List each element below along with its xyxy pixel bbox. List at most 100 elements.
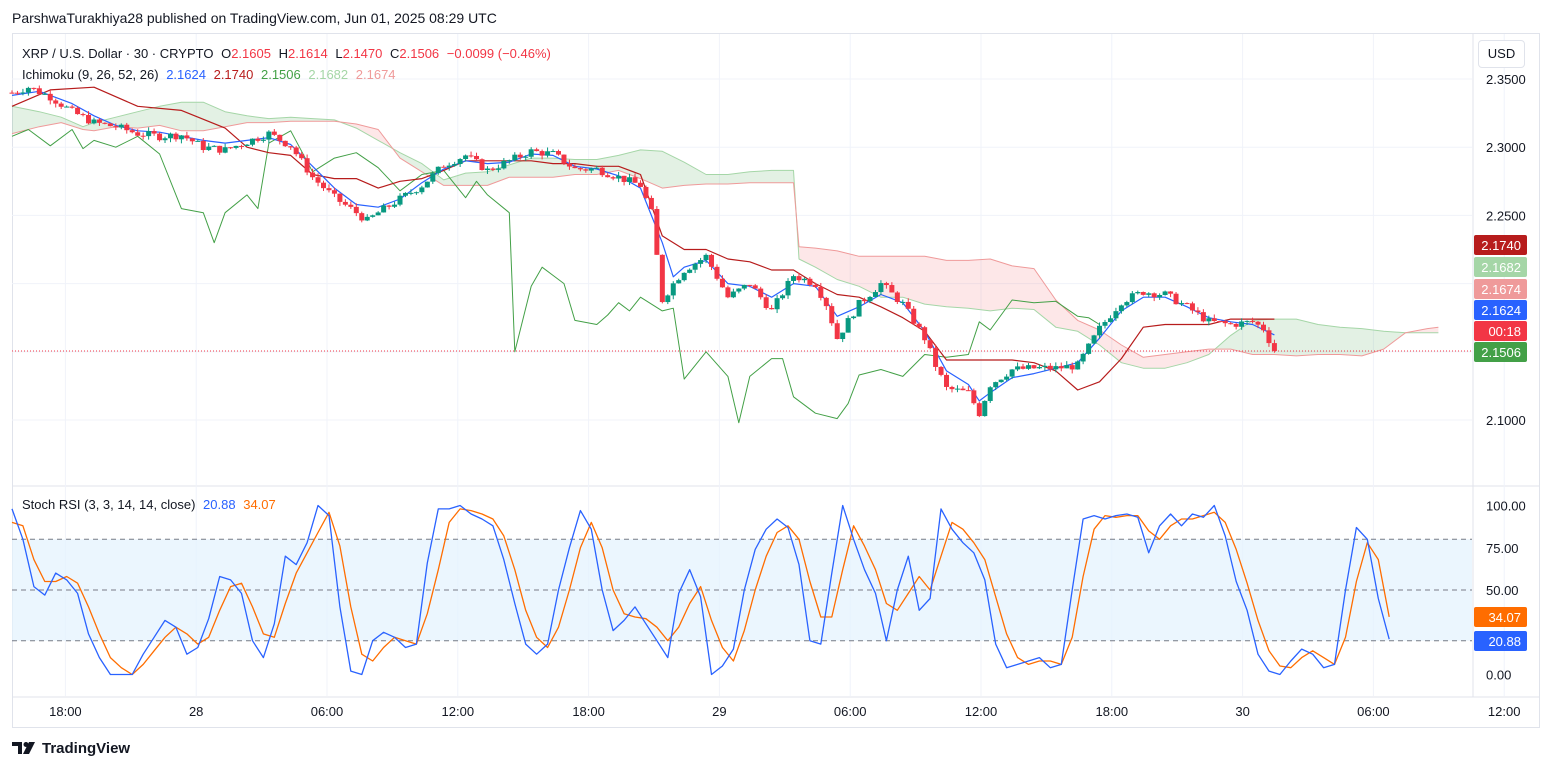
tradingview-brand[interactable]: TradingView [12,740,130,757]
candle-down [632,177,638,183]
ichimoku-conversion-value: 2.1624 [166,67,206,82]
price-axis-label-text: 00:18 [1488,324,1521,339]
price-axis-label: 2.1682 [1474,257,1527,277]
candle-down [922,327,928,341]
candle-up [1107,318,1113,323]
candle-up [501,160,507,169]
brand-name: TradingView [42,740,131,757]
candle-up [512,154,518,161]
time-tick-label: 06:00 [834,704,867,719]
candle-down [960,388,966,391]
candle-down [807,278,813,285]
low-value: 2.1470 [342,46,383,61]
candle-down [621,175,627,182]
candle-down [1173,293,1179,305]
candle-up [550,151,556,153]
time-tick-label: 06:00 [311,704,344,719]
time-tick-label: 12:00 [1488,704,1521,719]
candle-down [1260,324,1266,331]
candle-down [1168,291,1174,294]
candle-down [610,177,616,179]
candle-up [1015,366,1021,370]
candle-down [140,135,146,137]
candle-down [747,284,753,286]
stoch-rsi-label[interactable]: Stoch RSI (3, 3, 14, 14, close) [22,497,196,512]
candle-down [894,292,900,302]
candle-up [528,149,534,157]
candle-up [1146,293,1152,295]
stoch-rsi-legend: Stoch RSI (3, 3, 14, 14, close) 20.88 34… [22,497,280,512]
candle-down [304,158,310,173]
candle-down [1069,365,1075,370]
candle-down [479,159,485,171]
candle-down [752,285,758,289]
candle-down [47,93,53,101]
candle-up [867,296,873,302]
candle-down [151,131,157,134]
candle-up [692,263,698,270]
candle-up [430,173,436,182]
time-tick-label: 12:00 [965,704,998,719]
candle-up [594,167,600,169]
ichimoku-span-a-value: 2.1682 [308,67,349,82]
stoch-tick-label: 100.00 [1486,499,1526,514]
candle-up [484,168,490,171]
price-axis-label: 00:18 [1474,321,1527,341]
candle-up [42,93,48,95]
candle-down [911,308,917,324]
candle-up [1025,365,1031,369]
price-axis-label-text: 2.1624 [1481,303,1521,318]
candle-down [96,119,102,123]
candle-up [790,276,796,281]
candle-down [823,297,829,307]
candle-up [452,164,458,166]
open-label: O [221,46,232,61]
price-axis-label: 2.1506 [1474,342,1527,362]
candle-up [91,119,97,124]
candle-down [1031,365,1037,369]
candle-up [1239,321,1245,327]
candle-down [583,169,589,171]
stoch-tick-label: 0.00 [1486,668,1511,683]
candle-down [1222,321,1228,324]
candle-down [1020,366,1026,369]
candle-down [200,140,206,151]
candle-down [933,348,939,367]
price-axis-label-bg [1474,235,1527,255]
currency-button[interactable]: USD [1478,40,1525,68]
candle-up [408,192,414,194]
time-tick-label: 30 [1235,704,1249,719]
candle-down [348,204,354,207]
candle-down [637,182,643,187]
candle-down [441,166,447,168]
candle-up [364,216,370,221]
candle-down [905,301,911,309]
ichimoku-label[interactable]: Ichimoku (9, 26, 52, 26) [22,67,159,82]
candle-down [643,186,649,198]
candle-down [1184,303,1190,305]
candle-down [217,145,223,153]
time-tick-label: 29 [712,704,726,719]
ichimoku-span-b-value: 2.1674 [355,67,396,82]
candle-down [1211,318,1217,322]
candle-down [113,126,119,128]
candle-up [845,318,851,333]
candle-down [889,285,895,293]
candle-down [135,132,141,136]
stoch-d-axis-label-bg [1474,607,1527,627]
candle-up [25,87,31,93]
candle-down [310,172,316,178]
candle-up [954,388,960,390]
price-axis-label-text: 2.1740 [1481,238,1521,253]
candle-up [178,135,184,140]
candle-down [9,92,15,94]
change-value: −0.0099 (−0.46%) [446,46,551,61]
candle-down [184,135,190,139]
time-tick-label: 18:00 [1096,704,1129,719]
candle-down [949,386,955,390]
candle-up [1135,292,1141,294]
symbol-name[interactable]: XRP / U.S. Dollar · 30 · CRYPTO [22,46,214,61]
candle-up [1157,295,1163,298]
candle-up [840,332,846,340]
